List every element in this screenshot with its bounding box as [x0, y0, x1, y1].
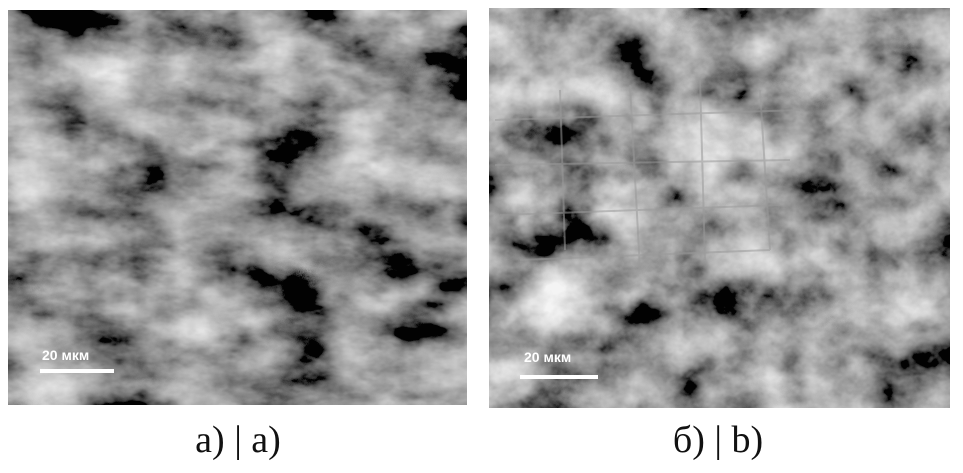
scale-bar-label: 20 мкм	[42, 347, 89, 363]
scale-bar	[40, 369, 114, 373]
scale-bar	[520, 375, 598, 379]
panel-b: 20 мкм б) | b)	[489, 8, 950, 461]
scale-bar-label: 20 мкм	[524, 349, 571, 365]
page: 20 мкм а) | a) 20 мкм б) | b) (() => { c…	[0, 0, 963, 473]
figure: 20 мкм а) | a) 20 мкм б) | b)	[0, 0, 963, 473]
micrograph-texture	[8, 10, 467, 405]
panel-a: 20 мкм а) | a)	[8, 10, 467, 461]
caption: б) | b)	[673, 419, 763, 461]
caption: а) | a)	[195, 419, 281, 461]
